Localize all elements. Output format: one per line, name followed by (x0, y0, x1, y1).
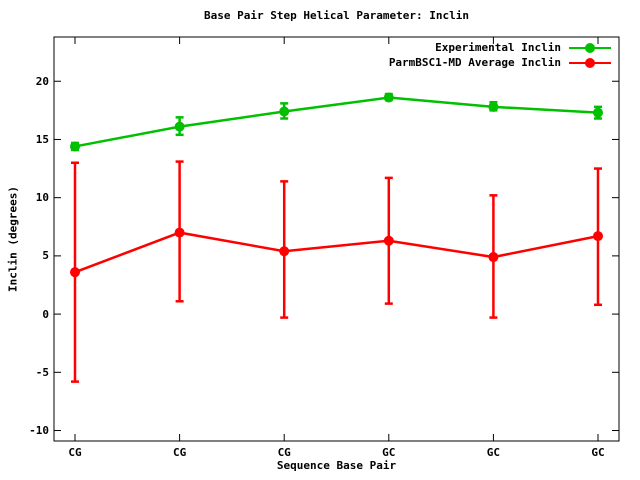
data-point (70, 267, 80, 278)
data-point (593, 231, 603, 242)
legend-sample-line-icon (569, 42, 611, 54)
legend: Experimental Inclin ParmBSC1-MD Average I… (389, 40, 611, 70)
data-point (174, 227, 185, 238)
chart-title: Base Pair Step Helical Parameter: Inclin (204, 9, 469, 22)
x-tick-label: CG (277, 446, 291, 459)
legend-entry: ParmBSC1-MD Average Inclin (389, 55, 611, 70)
x-tick-label: GC (591, 446, 605, 459)
x-tick-label: GC (486, 446, 501, 459)
y-tick-label: 5 (42, 249, 49, 263)
legend-label: Experimental Inclin (435, 41, 561, 54)
y-tick-label: 10 (35, 191, 49, 205)
y-tick-label: -5 (35, 365, 49, 379)
data-point (70, 141, 80, 152)
data-point (279, 106, 290, 117)
legend-sample-line-icon (569, 57, 611, 69)
y-tick-label: 15 (35, 132, 49, 146)
data-point (383, 92, 394, 103)
legend-label: ParmBSC1-MD Average Inclin (388, 56, 561, 69)
x-tick-label: GC (382, 446, 396, 459)
plot-border (53, 36, 620, 442)
legend-entry: Experimental Inclin (389, 40, 611, 55)
data-point (488, 101, 499, 112)
series-line (74, 96, 599, 148)
y-tick-label: 0 (42, 307, 49, 321)
x-axis-title: Sequence Base Pair (276, 459, 397, 472)
x-tick-label: CG (172, 446, 187, 459)
data-point (488, 252, 499, 263)
data-point (593, 107, 603, 118)
x-tick-label: CG (68, 446, 82, 459)
y-tick-label: -10 (29, 424, 49, 438)
data-point (174, 121, 185, 132)
data-point (383, 235, 394, 246)
y-tick-label: 20 (35, 74, 49, 88)
series-line (74, 231, 599, 274)
data-point (279, 246, 290, 257)
